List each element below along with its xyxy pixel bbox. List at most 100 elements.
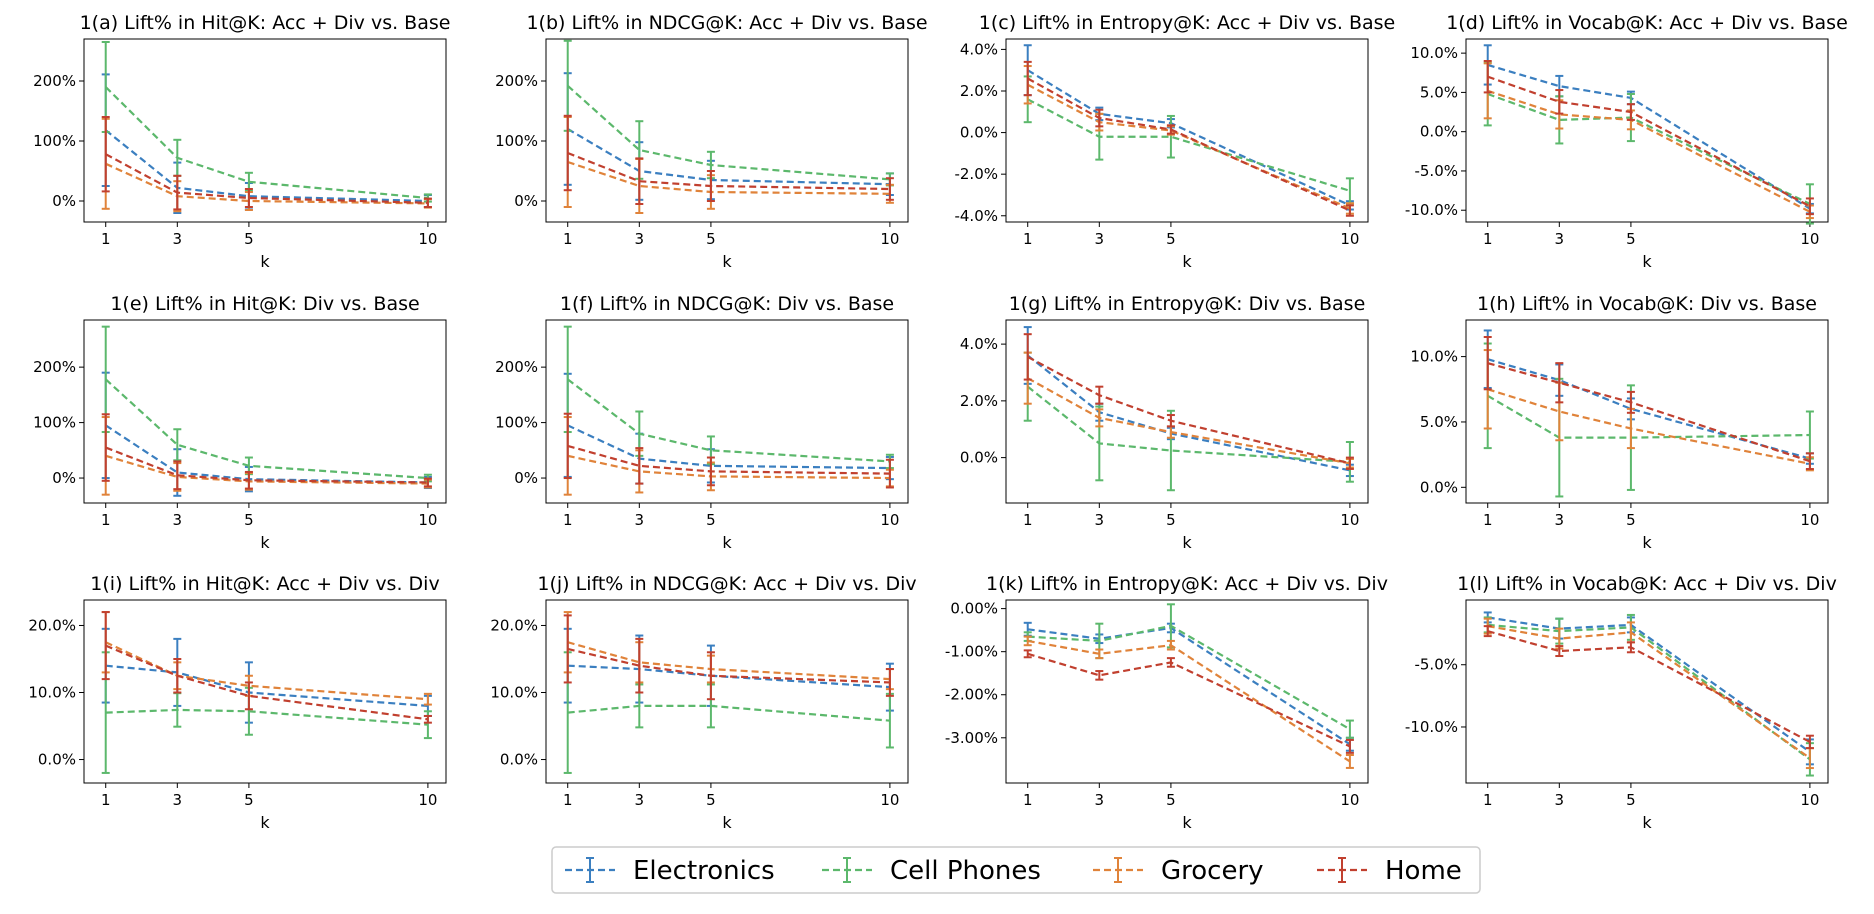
x-tick-label: 3	[1095, 791, 1105, 809]
series-line	[1487, 394, 1810, 439]
series-home	[563, 412, 894, 489]
x-tick-label: 3	[635, 791, 645, 809]
series-grocery	[1023, 351, 1354, 469]
series-line	[1487, 616, 1811, 753]
series-line	[1027, 354, 1351, 472]
x-tick-label: 10	[418, 791, 437, 809]
y-tick-label: 0%	[52, 192, 76, 210]
y-tick-label: 100%	[495, 414, 538, 432]
series-home	[1023, 649, 1354, 754]
panel-1-f: 1(f) Lift% in NDCG@K: Div vs. Base 1 3 5 10 k…	[495, 293, 909, 552]
series-line	[1027, 626, 1351, 746]
series-line	[1487, 623, 1811, 761]
x-tick-label: 1	[101, 791, 111, 809]
x-tick-label: 1	[563, 230, 573, 248]
y-tick-label: -5.0%	[1414, 162, 1458, 180]
x-axis-label: k	[722, 533, 732, 552]
series-home	[1483, 625, 1814, 750]
series-line	[1027, 385, 1350, 463]
legend-frame	[551, 846, 1481, 894]
x-axis-label: k	[1182, 252, 1192, 271]
series-electronics	[1483, 611, 1814, 766]
series-line	[1487, 89, 1811, 213]
x-axis-label: k	[1642, 813, 1652, 832]
series-home	[1023, 60, 1354, 217]
x-tick-label: 10	[1800, 791, 1819, 809]
series-line	[1027, 69, 1351, 207]
x-tick-label: 10	[418, 511, 437, 529]
series-electronics	[563, 72, 894, 201]
series-line	[1487, 92, 1811, 205]
y-tick-label: 200%	[495, 72, 538, 90]
x-tick-label: 10	[1340, 230, 1359, 248]
x-axis-label: k	[260, 252, 270, 271]
series-grocery	[1483, 349, 1814, 472]
panel-1-k: 1(k) Lift% in Entropy@K: Acc + Div vs. D…	[945, 573, 1388, 832]
x-axis-label: k	[1642, 533, 1652, 552]
x-tick-label: 5	[1626, 791, 1636, 809]
y-tick-label: 0%	[514, 192, 538, 210]
series-electronics	[101, 73, 432, 214]
axes-frame	[1465, 38, 1829, 223]
series-line	[105, 129, 428, 203]
y-tick-label: 0.0%	[1420, 123, 1458, 141]
y-tick-label: -5.0%	[1414, 656, 1458, 674]
x-tick-label: 5	[1166, 511, 1176, 529]
y-tick-label: 200%	[495, 358, 538, 376]
series-line	[105, 644, 429, 721]
series-home	[1023, 333, 1354, 470]
y-tick-label: 20.0%	[490, 616, 538, 634]
x-tick-label: 1	[1483, 511, 1493, 529]
x-tick-label: 3	[1555, 230, 1565, 248]
series-line	[567, 647, 890, 684]
series-line	[1487, 625, 1811, 760]
x-tick-label: 3	[1555, 791, 1565, 809]
x-tick-label: 5	[706, 511, 716, 529]
series-electronics	[1023, 44, 1354, 211]
series-home	[563, 114, 894, 205]
x-axis-label: k	[1182, 813, 1192, 832]
series-electronics	[563, 372, 894, 485]
series-home	[563, 614, 894, 701]
axes-frame	[1005, 38, 1369, 223]
axes-frame	[545, 319, 909, 504]
y-tick-label: 2.0%	[960, 392, 998, 410]
x-tick-label: 3	[173, 791, 183, 809]
series-line	[1487, 75, 1811, 208]
series-home	[101, 611, 432, 724]
y-tick-label: 4.0%	[960, 335, 998, 353]
legend-label: Grocery	[1161, 856, 1264, 886]
series-cell-phones	[563, 39, 894, 187]
x-axis-label: k	[1642, 252, 1652, 271]
series-cell-phones	[563, 651, 894, 774]
y-tick-label: -4.0%	[954, 207, 998, 225]
axes-frame	[83, 38, 447, 223]
y-tick-label: 200%	[33, 358, 76, 376]
panel-1-d: 1(d) Lift% in Vocab@K: Acc + Div vs. Bas…	[1405, 12, 1848, 271]
series-grocery	[1023, 65, 1354, 215]
y-tick-label: 0%	[514, 469, 538, 487]
x-tick-label: 10	[418, 230, 437, 248]
panel-title: 1(b) Lift% in NDCG@K: Acc + Div vs. Base	[526, 12, 927, 34]
legend-label: Home	[1385, 856, 1462, 886]
x-tick-label: 3	[1555, 511, 1565, 529]
panel-title: 1(j) Lift% in NDCG@K: Acc + Div vs. Div	[537, 573, 916, 595]
y-tick-label: 100%	[495, 132, 538, 150]
y-tick-label: 10.0%	[28, 684, 76, 702]
series-electronics	[1023, 326, 1354, 478]
legend-entry-grocery: Grocery	[1093, 856, 1264, 886]
x-tick-label: 5	[1626, 511, 1636, 529]
series-line	[105, 446, 428, 484]
series-grocery	[563, 116, 894, 214]
x-axis-label: k	[722, 252, 732, 271]
series-line	[567, 444, 890, 475]
y-tick-label: 5.0%	[1420, 413, 1458, 431]
series-line	[567, 160, 890, 195]
x-axis-label: k	[722, 813, 732, 832]
y-tick-label: 5.0%	[1420, 83, 1458, 101]
panel-1-e: 1(e) Lift% in Hit@K: Div vs. Base 1 3 5 10 k 0…	[33, 293, 447, 552]
panel-title: 1(i) Lift% in Hit@K: Acc + Div vs. Div	[90, 573, 439, 595]
panel-1-h: 1(h) Lift% in Vocab@K: Div vs. Base 1 3 5 10…	[1410, 293, 1829, 552]
x-axis-label: k	[1182, 533, 1192, 552]
